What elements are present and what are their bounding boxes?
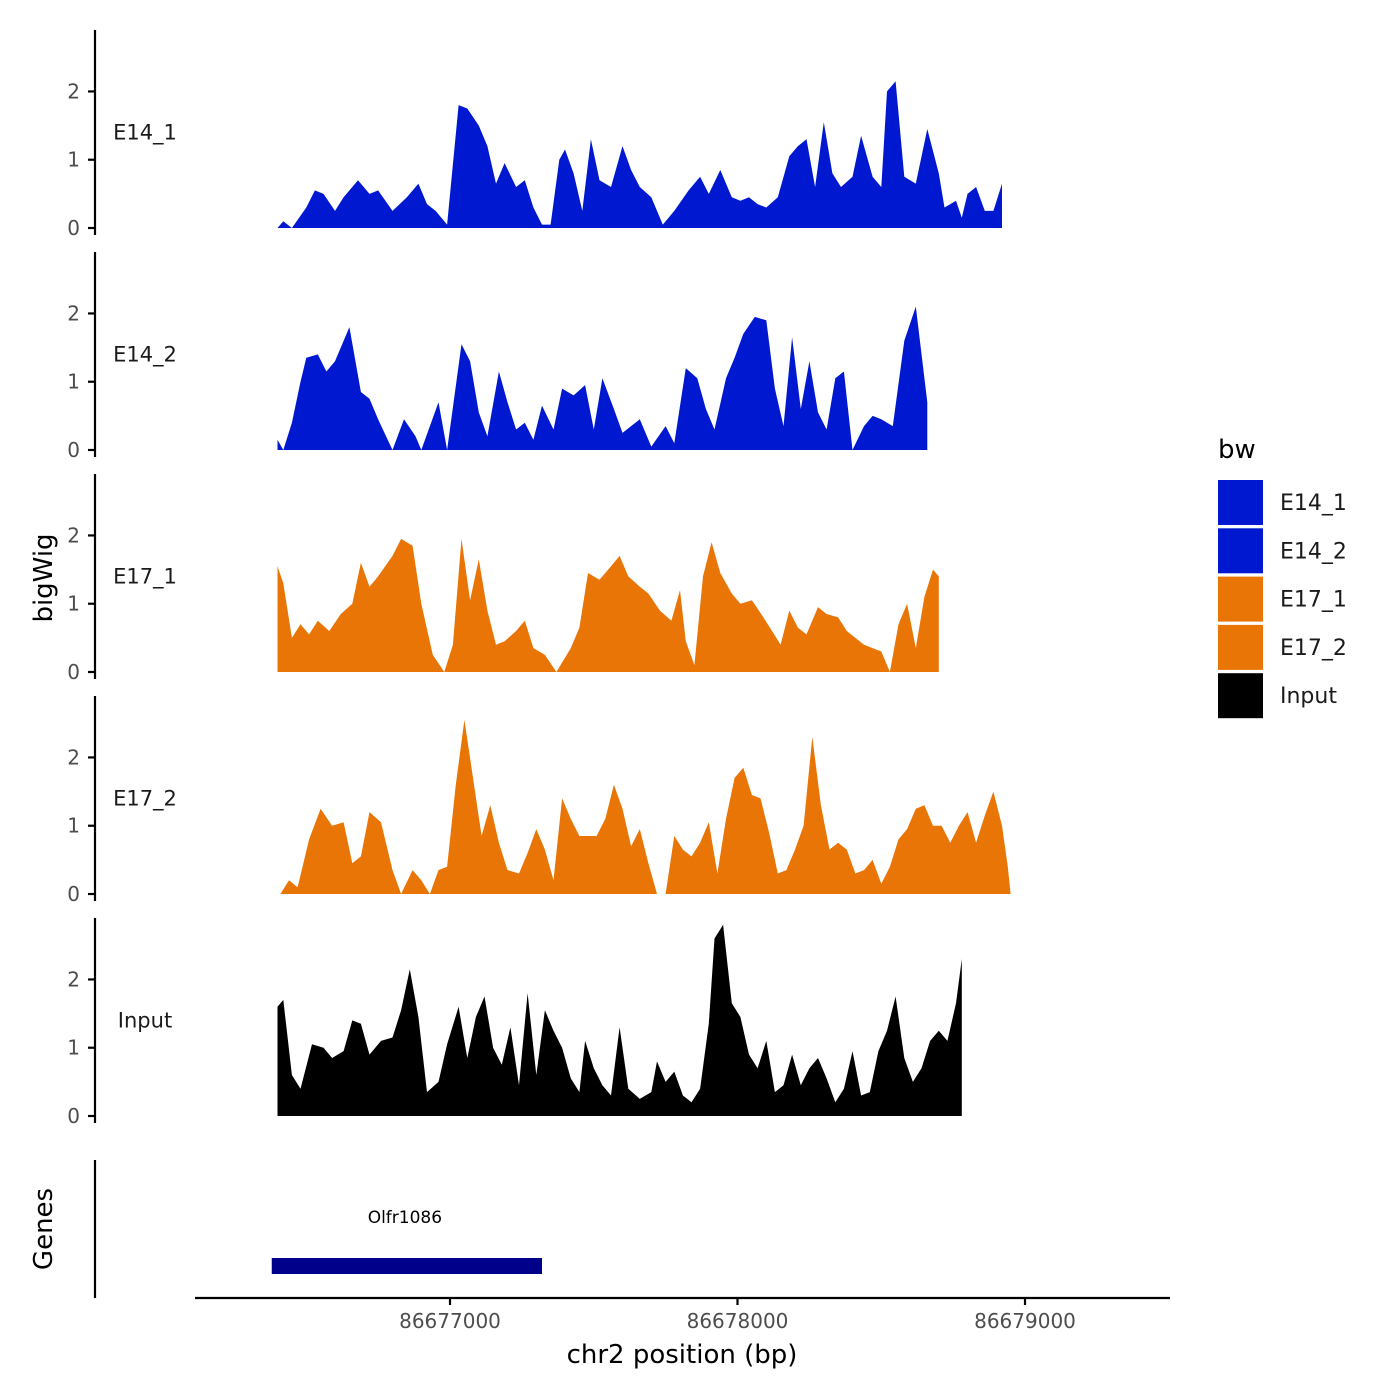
track-input-y-tick-label: 2 xyxy=(67,967,80,991)
track-e14-2-label: E14_2 xyxy=(113,342,177,367)
legend-swatch-input xyxy=(1218,673,1263,719)
track-e14-1-y-tick-label: 1 xyxy=(67,148,80,172)
track-input: 0 1 2 Input xyxy=(67,918,962,1128)
track-e17-2-area xyxy=(280,719,1011,894)
track-e14-1-area xyxy=(277,81,1002,228)
legend-label-e17-1: E17_1 xyxy=(1280,588,1347,613)
track-e17-2: 0 1 2 E17_2 xyxy=(67,696,1011,906)
track-e17-1-y-tick-label: 2 xyxy=(67,523,80,547)
x-axis-tick-label: 86678000 xyxy=(687,1309,789,1333)
track-input-y-tick-label: 1 xyxy=(67,1036,80,1060)
track-input-area xyxy=(277,924,962,1116)
track-e17-1-y-tick-label: 0 xyxy=(67,660,80,684)
track-e17-1-label: E17_1 xyxy=(113,564,177,589)
track-e14-2-area xyxy=(277,306,928,450)
gene-bar-olfr1086 xyxy=(271,1258,542,1274)
signal-tracks: 0 1 2 E14_1 0 1 2 E14_2 0 1 2 E17_1 0 1 2 E17_2 0 1 2 Input xyxy=(67,30,1011,1128)
track-e14-2-y-tick-label: 0 xyxy=(67,438,80,462)
legend-label-input: Input xyxy=(1280,684,1337,709)
track-e17-1-y-tick-label: 1 xyxy=(67,592,80,616)
legend: bw E14_1 E14_2 E17_1 E17_2 Input xyxy=(1218,435,1347,719)
track-e17-2-y-tick-label: 2 xyxy=(67,745,80,769)
track-e14-2-y-tick-label: 2 xyxy=(67,301,80,325)
genes-axis-title: Genes xyxy=(29,1188,59,1270)
track-e14-2: 0 1 2 E14_2 xyxy=(67,252,928,462)
track-e14-1-label: E14_1 xyxy=(113,120,177,145)
track-e14-2-y-tick-label: 1 xyxy=(67,370,80,394)
gene-label-olfr1086: Olfr1086 xyxy=(368,1208,442,1228)
legend-swatch-e14-1 xyxy=(1218,480,1263,525)
track-e17-2-y-tick-label: 1 xyxy=(67,814,80,838)
genes-track: Olfr1086 xyxy=(93,1160,542,1298)
legend-title: bw xyxy=(1218,435,1256,465)
legend-swatch-e17-2 xyxy=(1218,624,1263,670)
legend-label-e17-2: E17_2 xyxy=(1280,636,1347,661)
track-e17-1-area xyxy=(277,538,939,672)
legend-label-e14-2: E14_2 xyxy=(1280,539,1347,564)
x-axis: 86677000 86678000 86679000 xyxy=(195,1296,1170,1333)
track-e14-1: 0 1 2 E14_1 xyxy=(67,30,1002,240)
track-e17-1: 0 1 2 E17_1 xyxy=(67,474,939,684)
track-e17-2-y-tick-label: 0 xyxy=(67,882,80,906)
x-axis-title: chr2 position (bp) xyxy=(567,1340,798,1370)
legend-swatch-e14-2 xyxy=(1218,528,1263,574)
x-axis-tick-label: 86679000 xyxy=(974,1309,1076,1333)
track-e14-1-y-tick-label: 0 xyxy=(67,216,80,240)
legend-swatch-e17-1 xyxy=(1218,576,1263,622)
track-input-y-tick-label: 0 xyxy=(67,1104,80,1128)
track-e17-2-label: E17_2 xyxy=(113,786,177,811)
y-axis-title: bigWig xyxy=(29,533,59,622)
track-e14-1-y-tick-label: 2 xyxy=(67,79,80,103)
legend-label-e14-1: E14_1 xyxy=(1280,491,1347,516)
track-input-label: Input xyxy=(118,1008,172,1032)
x-axis-tick-label: 86677000 xyxy=(399,1309,501,1333)
